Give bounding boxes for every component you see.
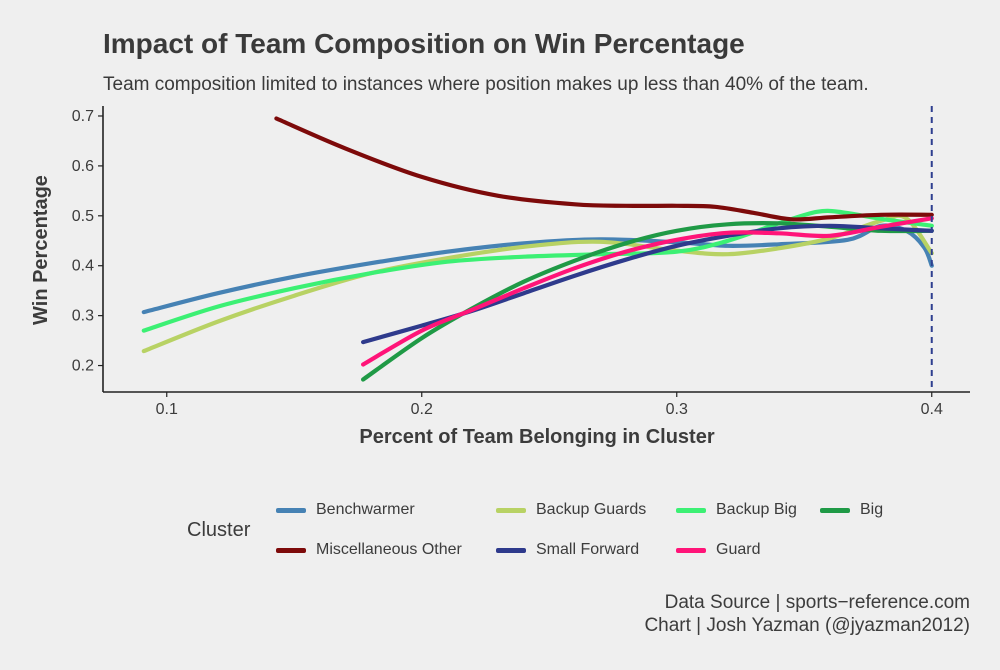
legend-item-guard: Guard — [676, 540, 760, 560]
legend-key — [820, 507, 850, 513]
legend-label: Backup Guards — [536, 501, 647, 518]
y-tick-label: 0.3 — [72, 308, 94, 325]
series-line-benchwarmer — [141, 223, 934, 315]
y-tick-label: 0.7 — [72, 108, 94, 125]
legend-title: Cluster — [187, 519, 251, 541]
x-tick-label: 0.3 — [666, 401, 688, 418]
legend-key — [676, 507, 706, 513]
caption-source: Data Source | sports−reference.com — [664, 592, 970, 613]
legend-label: Miscellaneous Other — [316, 541, 462, 558]
chart-subtitle: Team composition limited to instances wh… — [103, 74, 869, 95]
legend-key — [276, 547, 306, 553]
series-line-backup-guards — [141, 213, 934, 354]
series-line-miscellaneous-other — [274, 116, 934, 222]
chart-title: Impact of Team Composition on Win Percen… — [103, 28, 745, 59]
legend-item-backup-big: Backup Big — [676, 500, 797, 520]
series-layer — [141, 116, 934, 382]
legend-item-small-forward: Small Forward — [496, 540, 639, 560]
legend-item-miscellaneous-other: Miscellaneous Other — [276, 540, 462, 560]
axes: 0.2 0.3 0.4 0.5 0.6 0.7 0.1 0.2 0.3 0.4 — [72, 106, 970, 418]
legend-key — [496, 547, 526, 553]
legend-key — [496, 507, 526, 513]
legend-label: Big — [860, 501, 884, 518]
x-axis-title: Percent of Team Belonging in Cluster — [359, 426, 714, 448]
legend-item-benchwarmer: Benchwarmer — [276, 500, 415, 520]
y-tick-label: 0.6 — [72, 158, 94, 175]
y-tick-label: 0.2 — [72, 358, 94, 375]
series-line-small-forward — [361, 223, 934, 345]
legend-key — [276, 507, 306, 513]
series-line-guard — [361, 216, 934, 367]
legend-item-big: Big — [820, 500, 883, 520]
legend-label: Small Forward — [536, 541, 640, 558]
y-tick-label: 0.5 — [72, 208, 94, 225]
y-axis-title: Win Percentage — [30, 175, 52, 325]
legend-label: Benchwarmer — [316, 501, 415, 518]
x-tick-label: 0.1 — [156, 401, 178, 418]
series-line-backup-big — [141, 208, 934, 333]
x-tick-label: 0.2 — [411, 401, 433, 418]
y-tick-label: 0.4 — [72, 258, 94, 275]
legend-key — [676, 547, 706, 553]
caption-author: Chart | Josh Yazman (@jyazman2012) — [644, 615, 970, 636]
legend-label: Guard — [716, 541, 761, 558]
caption: Data Source | sports−reference.com Chart… — [644, 591, 970, 637]
legend-item-backup-guards: Backup Guards — [496, 500, 646, 520]
x-tick-label: 0.4 — [921, 401, 943, 418]
legend-label: Backup Big — [716, 501, 797, 518]
